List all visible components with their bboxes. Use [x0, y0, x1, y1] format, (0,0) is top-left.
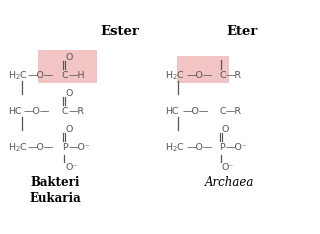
Text: P: P	[219, 143, 225, 153]
Text: O⁻: O⁻	[65, 162, 77, 172]
Text: —O—: —O—	[24, 107, 50, 117]
Text: Ester: Ester	[100, 25, 139, 38]
Text: C: C	[219, 107, 226, 117]
Text: —O—: —O—	[28, 72, 54, 80]
Text: —O—: —O—	[183, 107, 209, 117]
Text: HC: HC	[8, 107, 22, 117]
Text: C: C	[62, 72, 68, 80]
Text: Bakteri
Eukaria: Bakteri Eukaria	[29, 176, 81, 205]
Text: Eter: Eter	[226, 25, 257, 38]
Text: —R: —R	[226, 107, 242, 117]
Text: H$_2$C: H$_2$C	[8, 142, 28, 154]
Text: O⁻: O⁻	[222, 162, 234, 172]
Text: O: O	[65, 124, 72, 134]
Text: O: O	[222, 124, 229, 134]
Text: —R: —R	[226, 72, 242, 80]
Text: P: P	[62, 143, 68, 153]
Text: Archaea: Archaea	[205, 176, 255, 189]
Text: —O⁻: —O⁻	[226, 143, 248, 153]
Text: HC: HC	[165, 107, 179, 117]
Text: —O—: —O—	[187, 72, 213, 80]
Text: —O—: —O—	[187, 143, 213, 153]
Bar	[38, 50, 97, 83]
Text: H$_2$C: H$_2$C	[165, 70, 185, 82]
Text: C: C	[219, 72, 226, 80]
Text: —R: —R	[69, 107, 85, 117]
Text: H$_2$C: H$_2$C	[8, 70, 28, 82]
Text: H$_2$C: H$_2$C	[165, 142, 185, 154]
Text: —O⁻: —O⁻	[69, 143, 91, 153]
Bar	[177, 56, 229, 83]
Text: O: O	[65, 88, 72, 98]
Text: —O—: —O—	[28, 143, 54, 153]
Text: C: C	[62, 107, 68, 117]
Text: —H: —H	[69, 72, 85, 80]
Text: O: O	[65, 52, 72, 62]
